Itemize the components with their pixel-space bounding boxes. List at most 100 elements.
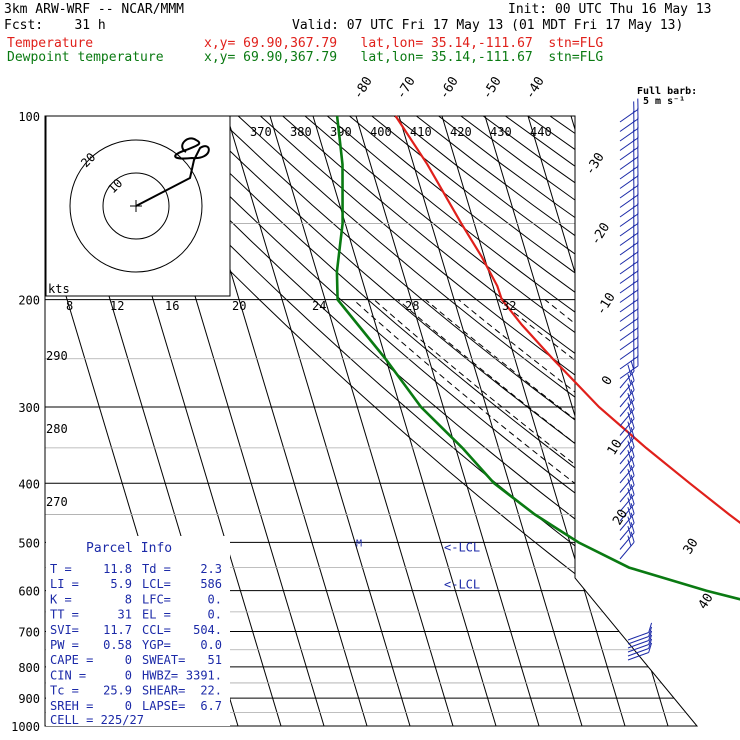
isotherm-line [269, 116, 454, 726]
parcel-info-value: 0 [125, 653, 132, 667]
dry-adiabat [482, 116, 697, 726]
dewpoint-curve [335, 115, 740, 601]
parcel-info-title: Parcel Info [86, 541, 172, 556]
wind-barb [619, 298, 639, 322]
wind-barb [619, 212, 639, 237]
isotherm-label: -60 [437, 74, 462, 102]
pressure-tick-label: 800 [18, 661, 40, 675]
isotherm-label: -20 [588, 220, 613, 248]
pressure-tick-label: 900 [18, 692, 40, 706]
wind-barb [619, 288, 639, 313]
parcel-info-key: CAPE = [50, 653, 93, 667]
parcel-info-value: 5.9 [110, 577, 132, 591]
hodograph-trace [135, 137, 210, 207]
dry-adiabat [215, 116, 697, 726]
hodograph: 20 10 [45, 115, 231, 297]
theta-label: 400 [370, 125, 392, 139]
theta-label: 410 [410, 125, 432, 139]
wind-barb [627, 626, 653, 645]
dry-adiabat [237, 116, 697, 726]
sounding-curves: <-LCL <-LCL M [335, 115, 740, 601]
dewpoint-label: Dewpoint temperature [7, 50, 164, 65]
parcel-info-key: SREH = [50, 699, 93, 713]
hodo-ring-10 [102, 172, 170, 240]
isotherm-label: -40 [523, 74, 548, 102]
parcel-info-value: 31 [118, 608, 132, 622]
left-theta-label: 290 [46, 349, 68, 363]
wind-barb [619, 203, 639, 227]
isotherm-label: 40 [696, 591, 717, 612]
isotherm-label: -70 [394, 74, 419, 102]
wind-barb [619, 231, 639, 256]
wind-barb [619, 345, 639, 370]
pressure-tick-label: 200 [18, 294, 40, 308]
hodo-unit-label: kts [48, 282, 70, 296]
isotherm-label: -10 [594, 290, 619, 318]
diagram-frame [44, 115, 699, 727]
dry-adiabat [148, 116, 697, 726]
wind-barb [619, 317, 639, 341]
parcel-info-value: 51 [208, 653, 222, 667]
theta-label: 440 [530, 125, 552, 139]
isotherm-line [398, 116, 583, 726]
isotherm-label: 30 [681, 536, 702, 557]
parcel-info-key: CIN = [50, 668, 86, 682]
parcel-info-value: 586 [200, 577, 222, 591]
parcel-info-key: LI = [50, 577, 79, 591]
moist-adiabat [397, 299, 697, 726]
hodo-ring-20 [69, 139, 203, 273]
parcel-info-panel: Parcel Info T = 11.8 Td = 2.3 LI = 5.9 LCL= 586 K… [46, 536, 230, 727]
moist-adiabat [352, 299, 697, 726]
parcel-info-value: 11.8 [103, 562, 132, 576]
temperature-location: x,y= 69.90,367.79 lat,lon= 35.14,-111.67… [204, 36, 604, 51]
hodo-speed-label: 8 [66, 299, 73, 313]
parcel-info-value: 25.9 [103, 684, 132, 698]
parcel-info-key: LFC= [142, 592, 171, 606]
parcel-info-value: 22. [200, 684, 222, 698]
moist-adiabat [700, 300, 740, 726]
parcel-info-key: HWBZ= [142, 668, 178, 682]
lcl-marker: <-LCL [444, 541, 480, 555]
model-title: 3km ARW-WRF -- NCAR/MMM [4, 2, 185, 17]
wind-barb [627, 630, 653, 649]
hodo-speed-label: 24 [312, 299, 326, 313]
moist-adiabat [458, 299, 697, 726]
parcel-info-key: LCL= [142, 577, 171, 591]
isotherm-line [700, 116, 740, 726]
wind-barb [619, 465, 635, 493]
wind-barb [627, 634, 653, 653]
isotherm-label: 20 [610, 507, 631, 528]
valid-time: Valid: 07 UTC Fri 17 May 13 (01 MDT Fri … [292, 18, 684, 33]
dry-adiabat [260, 116, 697, 726]
isotherm-label: 10 [605, 437, 626, 458]
wind-barb [619, 98, 639, 123]
isotherm-line [656, 116, 697, 726]
theta-label: 380 [290, 125, 312, 139]
wind-barb [619, 279, 639, 303]
wind-barb [619, 269, 639, 294]
m-marker: M [356, 538, 362, 549]
dry-adiabat [304, 116, 697, 726]
parcel-info-key: LAPSE= [142, 699, 185, 713]
parcel-info-key: T = [50, 562, 72, 576]
isotherm-line [441, 116, 626, 726]
dry-adiabat [416, 116, 697, 726]
wind-barb [619, 474, 635, 503]
wind-barb [619, 127, 639, 151]
isotherm-line [355, 116, 540, 726]
parcel-info-key: SVI= [50, 623, 79, 637]
theta-labels: 370 380 390 400 410 420 430 440 [250, 125, 552, 139]
theta-label: 370 [250, 125, 272, 139]
wind-barb [619, 108, 639, 132]
wind-barb [619, 455, 635, 484]
wind-barb [619, 260, 639, 284]
pressure-tick-label: 500 [18, 536, 40, 550]
dry-adiabat [505, 116, 697, 726]
wind-barb [619, 117, 639, 142]
wind-barb [627, 642, 653, 661]
parcel-info-key: Tc = [50, 684, 79, 698]
theta-label: 390 [330, 125, 352, 139]
parcel-info-key: PW = [50, 638, 79, 652]
wind-barb [619, 174, 639, 199]
